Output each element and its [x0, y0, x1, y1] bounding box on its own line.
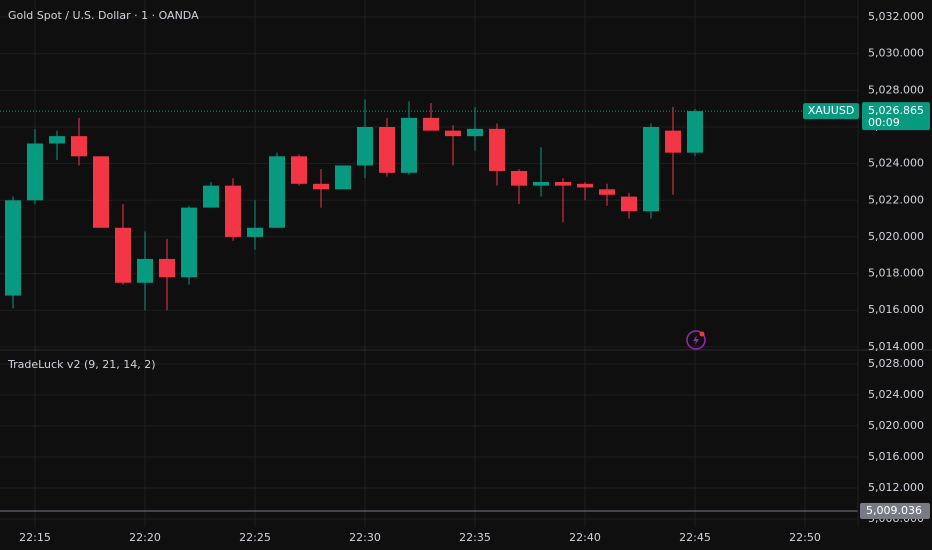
candle-body [533, 181, 549, 186]
x-tick-label: 22:50 [789, 531, 821, 544]
x-tick-label: 22:30 [349, 531, 381, 544]
y-tick-label: 5,018.000 [868, 267, 924, 280]
candle-body [511, 170, 527, 186]
icon-dot [699, 331, 705, 337]
candle-body [665, 130, 681, 153]
y-tick-label: 5,024.000 [868, 388, 924, 401]
y-tick-label: 5,032.000 [868, 10, 924, 23]
y-tick-label: 5,020.000 [868, 419, 924, 432]
candle-body [49, 136, 65, 144]
y-tick-label: 5,024.000 [868, 157, 924, 170]
candle-body [137, 258, 153, 283]
candle-body [203, 185, 219, 208]
candle-body [27, 143, 43, 201]
candle-body [643, 126, 659, 212]
candle-body [357, 126, 373, 166]
candle-body [159, 258, 175, 278]
level-label: 5,009.036 [866, 504, 922, 517]
symbol-label: XAUUSD [808, 104, 855, 117]
alert-icon[interactable] [686, 330, 706, 350]
x-tick-label: 22:15 [19, 531, 51, 544]
symbol-label-box [803, 103, 859, 120]
candle-body [313, 183, 329, 190]
y-tick-label: 5,022.000 [868, 193, 924, 206]
candle-body [71, 136, 87, 157]
level-label-box [860, 502, 930, 519]
candle-body [467, 128, 483, 137]
price-label: 5,026.865 [868, 104, 924, 117]
candle-body [621, 196, 637, 212]
candle-body [225, 185, 241, 237]
x-tick-label: 22:20 [129, 531, 161, 544]
candle-body [5, 200, 21, 296]
price-label-box [862, 102, 930, 131]
candle-body [291, 156, 307, 184]
y-tick-label: 5,028.000 [868, 83, 924, 96]
candle-body [93, 156, 109, 228]
y-tick-label: 5,020.000 [868, 230, 924, 243]
candle-body [115, 227, 131, 283]
x-tick-label: 22:25 [239, 531, 271, 544]
candle-body [269, 156, 285, 228]
candle-body [181, 207, 197, 278]
x-tick-label: 22:35 [459, 531, 491, 544]
candle-body [335, 165, 351, 190]
candle-body [445, 130, 461, 137]
candle-body [599, 189, 615, 195]
y-tick-label: 5,028.000 [868, 357, 924, 370]
x-tick-label: 22:40 [569, 531, 601, 544]
candle-body [247, 227, 263, 237]
main-pane [0, 0, 858, 527]
candle-body [401, 117, 417, 173]
y-tick-label: 5,012.000 [868, 481, 924, 494]
icon-ring [686, 330, 706, 350]
indicator-title: TradeLuck v2 (9, 21, 14, 2) [7, 358, 156, 371]
y-tick-label: 5,016.000 [868, 303, 924, 316]
x-tick-label: 22:45 [679, 531, 711, 544]
candle-body [489, 128, 505, 171]
candle-body [555, 181, 571, 186]
candle-body [379, 126, 395, 173]
candle-body [423, 117, 439, 131]
icon-bolt [693, 335, 699, 345]
candle-body [687, 111, 703, 153]
y-tick-label: 5,030.000 [868, 47, 924, 60]
countdown-label: 00:09 [868, 116, 900, 129]
y-tick-label: 5,014.000 [868, 340, 924, 353]
indicator-pane [0, 363, 858, 520]
chart-title: Gold Spot / U.S. Dollar · 1 · OANDA [8, 9, 199, 22]
candle-body [577, 183, 593, 188]
y-tick-label: 5,016.000 [868, 450, 924, 463]
